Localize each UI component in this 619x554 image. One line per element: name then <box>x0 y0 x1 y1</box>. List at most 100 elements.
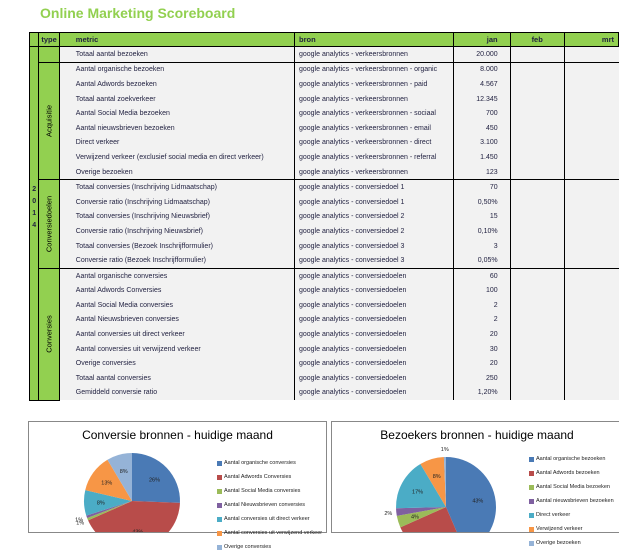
legend-label: Aantal Adwords Conversies <box>224 474 292 480</box>
header-feb: feb <box>509 32 565 47</box>
feb-cell[interactable] <box>509 356 565 372</box>
group-label: Conversiedoelen <box>38 179 60 269</box>
feb-cell[interactable] <box>509 194 565 210</box>
mrt-cell[interactable] <box>563 371 619 386</box>
bron-cell: google analytics - conversiedoelen <box>293 312 454 328</box>
pie-slice <box>396 507 446 516</box>
legend-label: Aantal Social Media conversies <box>224 488 301 494</box>
table-row: Aantal conversies uit direct verkeer goog… <box>30 327 619 342</box>
feb-cell[interactable] <box>509 106 565 121</box>
mrt-cell[interactable] <box>563 46 619 63</box>
feb-cell[interactable] <box>509 179 565 195</box>
jan-cell: 30 <box>453 341 511 357</box>
feb-cell[interactable] <box>509 209 565 225</box>
feb-cell[interactable] <box>509 120 565 136</box>
pie-slice <box>84 490 132 516</box>
mrt-cell[interactable] <box>563 194 619 210</box>
bron-cell: google analytics - conversiedoelen <box>293 341 454 357</box>
legend-swatch <box>529 456 534 462</box>
pie-slice <box>132 453 180 503</box>
table-row: 2014 Totaal aantal bezoeken google analyti… <box>28 46 619 401</box>
legend-label: Aantal organische bezoeken <box>536 456 606 462</box>
feb-cell[interactable] <box>509 341 565 357</box>
pie-data-label: 43% <box>472 498 483 504</box>
table-row: Aantal Social Media bezoeken google analy… <box>30 106 619 121</box>
jan-cell: 3 <box>453 238 511 254</box>
pie-slice <box>87 501 132 521</box>
mrt-cell[interactable] <box>563 120 619 136</box>
year-label: 2014 <box>28 46 40 401</box>
mrt-cell[interactable] <box>563 312 619 328</box>
feb-cell[interactable] <box>509 150 565 165</box>
pie-data-label: 8% <box>433 474 441 480</box>
scoreboard-table: type metric bron jan feb mrt 2014 Totaal … <box>28 32 619 401</box>
feb-cell[interactable] <box>509 312 565 328</box>
bron-cell: google analytics - conversiedoelen <box>293 283 454 299</box>
jan-cell: 700 <box>453 106 511 121</box>
mrt-cell[interactable] <box>563 135 619 151</box>
feb-cell[interactable] <box>509 61 565 78</box>
mrt-cell[interactable] <box>563 77 619 92</box>
feb-cell[interactable] <box>509 238 565 254</box>
mrt-cell[interactable] <box>563 283 619 299</box>
bron-cell: google analytics - conversiedoelen <box>293 371 454 386</box>
feb-cell[interactable] <box>509 46 565 63</box>
mrt-cell[interactable] <box>563 267 619 284</box>
mrt-cell[interactable] <box>563 91 619 107</box>
table-row: Aantal Social Media conversies google ana… <box>30 298 619 313</box>
legend-item: Aantal Nieuwsbrieven conversies <box>217 498 322 512</box>
mrt-cell[interactable] <box>563 341 619 357</box>
pie-slice <box>107 453 132 501</box>
legend-swatch <box>529 512 534 518</box>
legend-swatch <box>529 484 534 490</box>
feb-cell[interactable] <box>509 371 565 386</box>
metric-cell: Aantal Nieuwsbrieven conversies <box>59 312 295 328</box>
mrt-cell[interactable] <box>563 150 619 165</box>
mrt-cell[interactable] <box>563 356 619 372</box>
mrt-cell[interactable] <box>563 179 619 195</box>
jan-cell: 20 <box>453 327 511 342</box>
jan-cell: 1,20% <box>453 385 511 401</box>
mrt-cell[interactable] <box>563 209 619 225</box>
feb-cell[interactable] <box>509 298 565 313</box>
group-label-text: Acquisitie <box>44 104 54 138</box>
feb-cell[interactable] <box>509 385 565 401</box>
feb-cell[interactable] <box>509 253 565 269</box>
bron-cell: google analytics - conversiedoel 2 <box>293 224 454 239</box>
feb-cell[interactable] <box>509 283 565 299</box>
legend-swatch <box>529 470 534 476</box>
feb-cell[interactable] <box>509 77 565 92</box>
mrt-cell[interactable] <box>563 224 619 239</box>
jan-cell: 0,05% <box>453 253 511 269</box>
pie-data-label: 8% <box>120 469 128 475</box>
feb-cell[interactable] <box>509 135 565 151</box>
year-text: 2014 <box>32 186 37 230</box>
bron-cell: google analytics - verkeersbronnen - ema… <box>293 120 454 136</box>
jan-cell: 15 <box>453 209 511 225</box>
metric-cell: Aantal conversies uit direct verkeer <box>59 327 295 342</box>
mrt-cell[interactable] <box>563 253 619 269</box>
jan-cell: 20.000 <box>453 46 511 63</box>
mrt-cell[interactable] <box>563 164 619 180</box>
jan-cell: 20 <box>453 356 511 372</box>
feb-cell[interactable] <box>509 267 565 284</box>
jan-cell: 8.000 <box>453 61 511 78</box>
metric-cell: Conversie ratio (Inschrijving Lidmaatsch… <box>59 194 295 210</box>
jan-cell: 3.100 <box>453 135 511 151</box>
mrt-cell[interactable] <box>563 106 619 121</box>
legend-swatch <box>217 530 222 536</box>
feb-cell[interactable] <box>509 164 565 180</box>
mrt-cell[interactable] <box>563 298 619 313</box>
feb-cell[interactable] <box>509 327 565 342</box>
pie-data-label: 26% <box>149 477 160 483</box>
feb-cell[interactable] <box>509 224 565 239</box>
mrt-cell[interactable] <box>563 61 619 78</box>
mrt-cell[interactable] <box>563 238 619 254</box>
mrt-cell[interactable] <box>563 385 619 401</box>
legend-label: Overige bezoeken <box>536 540 581 546</box>
mrt-cell[interactable] <box>563 327 619 342</box>
metric-cell: Conversie ratio (Bezoek Inschrijfformuli… <box>59 253 295 269</box>
bron-cell: google analytics - verkeersbronnen - pai… <box>293 77 454 92</box>
metric-cell: Aantal Social Media bezoeken <box>59 106 295 121</box>
feb-cell[interactable] <box>509 91 565 107</box>
